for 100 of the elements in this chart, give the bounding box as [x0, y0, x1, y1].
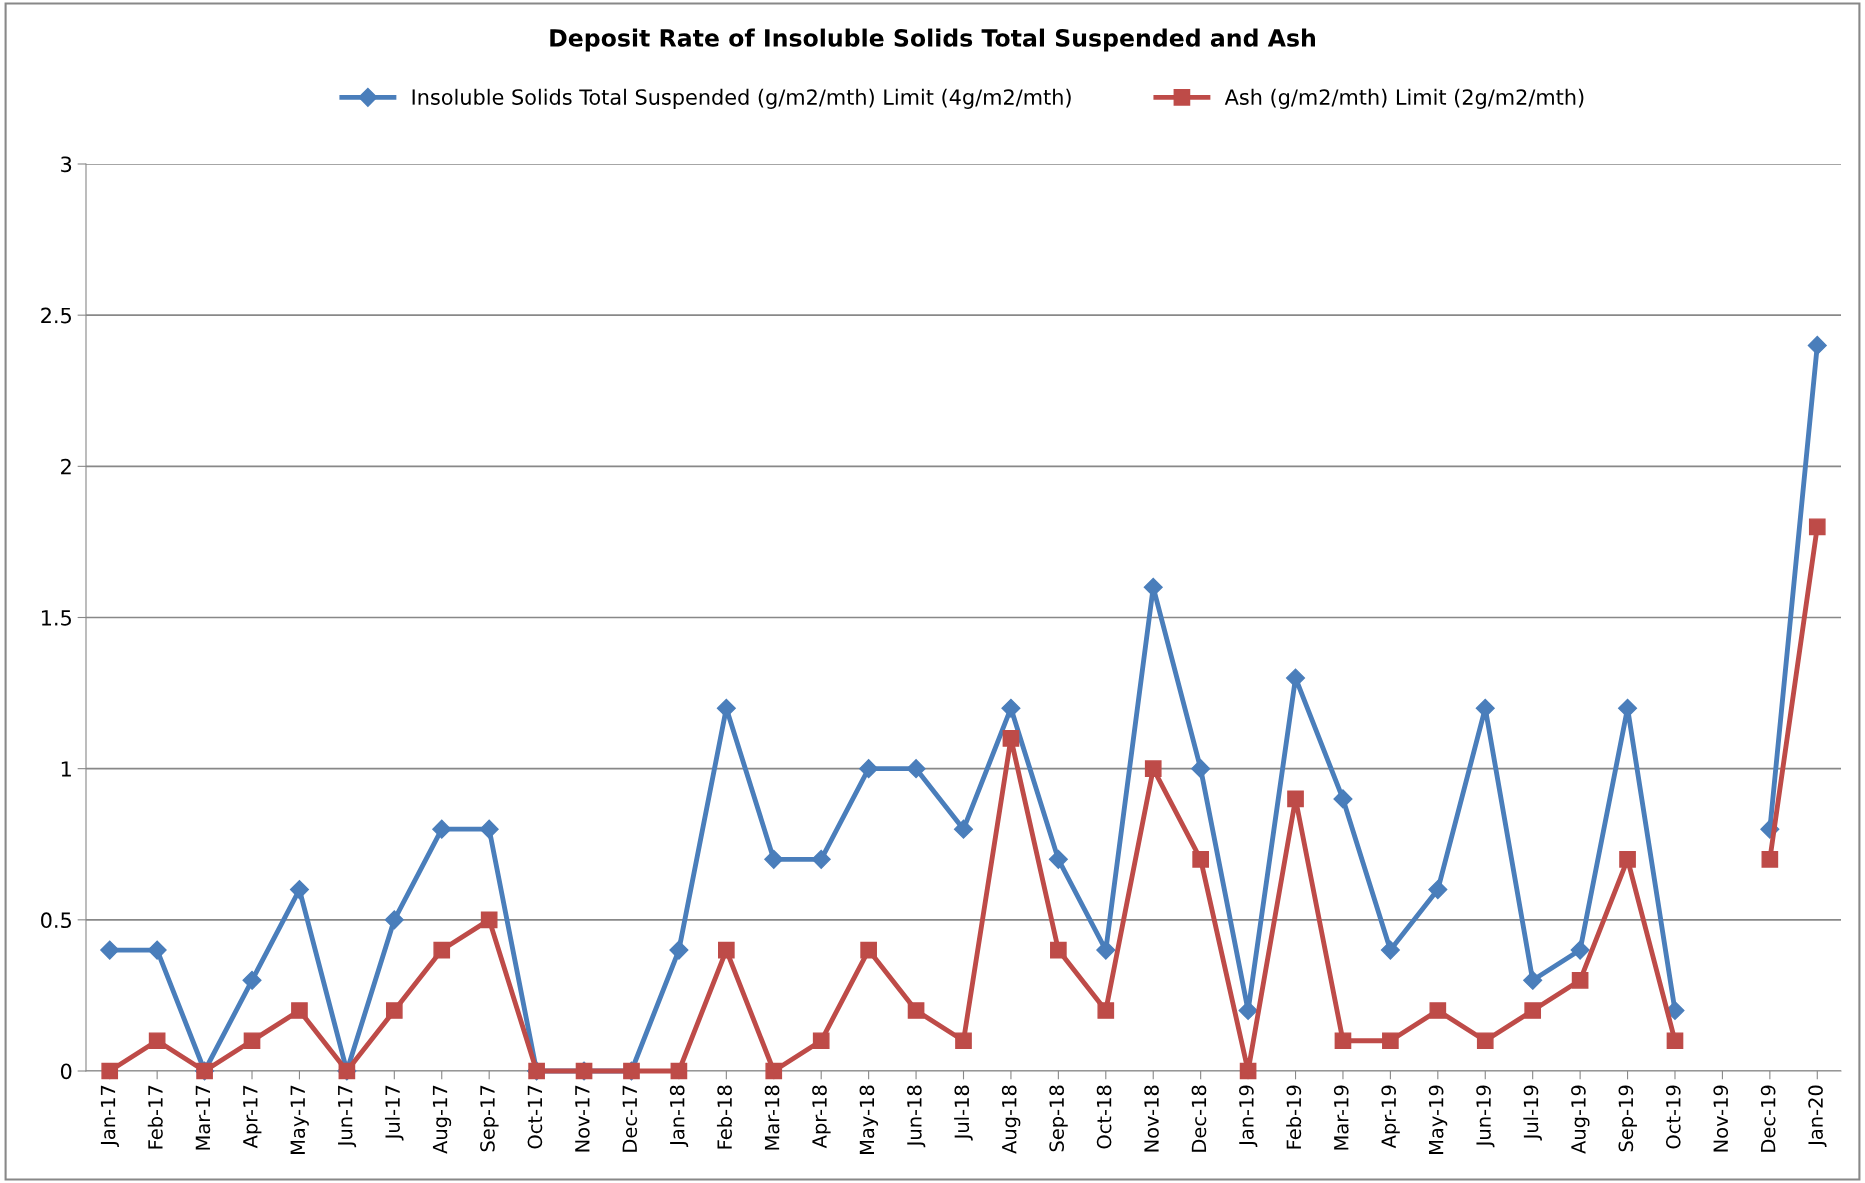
point: [1476, 1032, 1494, 1050]
point: [1333, 789, 1353, 809]
point: [1429, 1002, 1447, 1019]
point: [1287, 790, 1304, 808]
point: [1666, 1032, 1684, 1050]
point: [670, 1062, 688, 1080]
point: [433, 941, 451, 959]
legend-label: Insoluble Solids Total Suspended (g/m2/mth) Limit (4g/m2/mth): [412, 88, 1071, 109]
point: [1334, 1032, 1352, 1050]
x-tick-label: Jul-19: [1523, 1085, 1542, 1141]
point: [1619, 851, 1636, 868]
point: [1761, 851, 1779, 868]
x-tick-label: Dec-17: [622, 1085, 638, 1152]
point: [148, 1032, 166, 1050]
x-tick-label: Dec-18: [1191, 1085, 1207, 1152]
point: [718, 941, 735, 959]
point: [479, 819, 499, 839]
point: [1001, 698, 1021, 718]
x-tick-label: Sep-18: [1049, 1085, 1068, 1152]
x-tick-label: Jun-17: [338, 1085, 357, 1148]
x-tick-label: Apr-17: [243, 1085, 262, 1149]
point: [291, 1002, 308, 1019]
x-tick-label: Jun-19: [1476, 1085, 1495, 1148]
x-tick-label: May-19: [1428, 1085, 1448, 1154]
x-tick-label: Jan-18: [669, 1085, 689, 1147]
x-tick-label: Feb-17: [147, 1085, 163, 1149]
x-tick-label: Jul-17: [384, 1085, 404, 1141]
point: [764, 849, 784, 869]
x-tick-label: May-17: [290, 1085, 309, 1154]
x-tick-label: Mar-18: [764, 1085, 780, 1150]
point: [1285, 668, 1306, 688]
x-tick-label: Oct-18: [1096, 1085, 1112, 1149]
point: [1475, 698, 1495, 718]
point: [1002, 730, 1020, 747]
x-tick-label: Mar-19: [1333, 1085, 1349, 1150]
point: [1570, 940, 1590, 960]
point: [1380, 940, 1400, 960]
x-tick-label: Sep-17: [480, 1085, 499, 1152]
x-tick-label: Jan-20: [1808, 1085, 1827, 1147]
point: [955, 1032, 972, 1050]
point: [860, 941, 877, 959]
point: [669, 940, 689, 960]
point: [1191, 759, 1211, 779]
point: [1524, 1002, 1542, 1019]
x-tick-label: Jun-18: [907, 1085, 926, 1148]
x-tick-label: May-18: [859, 1085, 879, 1154]
point: [289, 880, 309, 900]
point: [384, 910, 404, 930]
y-tick-label: 3: [61, 156, 72, 173]
point: [1523, 970, 1543, 990]
x-tick-label: Aug-18: [1001, 1085, 1021, 1154]
x-tick-label: Oct-17: [527, 1085, 543, 1149]
y-tick-label: 1.5: [41, 610, 71, 626]
x-tick-label: Jan-19: [1239, 1085, 1258, 1147]
point: [432, 819, 452, 839]
point: [100, 940, 120, 960]
point: [1808, 518, 1826, 536]
point: [953, 819, 974, 839]
point: [1192, 851, 1209, 868]
point: [147, 940, 167, 960]
chart-title: Deposit Rate of Insoluble Solids Total Suspended and Ash: [550, 28, 1315, 52]
x-tick-label: Nov-17: [575, 1085, 590, 1152]
x-tick-label: Apr-18: [812, 1085, 831, 1149]
x-tick-label: Aug-17: [432, 1085, 452, 1154]
x-tick-label: Sep-19: [1618, 1085, 1637, 1152]
point: [907, 1002, 925, 1019]
y-tick-label: 2: [61, 458, 71, 475]
x-tick-label: Apr-19: [1381, 1085, 1400, 1149]
x-tick-label: Feb-18: [716, 1085, 732, 1149]
point: [1239, 1062, 1257, 1080]
point: [1144, 760, 1162, 778]
x-tick-label: Jan-17: [100, 1085, 119, 1147]
x-tick-label: Jul-18: [954, 1085, 973, 1141]
x-tick-label: Oct-19: [1665, 1085, 1681, 1149]
point: [859, 759, 879, 779]
x-tick-label: Aug-19: [1571, 1085, 1590, 1154]
point: [243, 1032, 261, 1050]
point: [716, 698, 736, 718]
legend-label: Ash (g/m2/mth) Limit (2g/m2/mth): [1224, 88, 1584, 109]
point: [1097, 1002, 1115, 1019]
point: [101, 1062, 119, 1080]
x-tick-label: Nov-19: [1713, 1085, 1729, 1152]
point: [480, 911, 498, 929]
point: [385, 1002, 403, 1019]
y-tick-label: 0.5: [41, 912, 71, 929]
point: [1428, 880, 1448, 900]
point: [1807, 335, 1827, 355]
point: [242, 970, 262, 990]
point: [1571, 971, 1589, 989]
point: [765, 1062, 783, 1080]
point: [906, 759, 926, 779]
x-tick-label: Nov-18: [1144, 1085, 1159, 1152]
point: [1382, 1032, 1399, 1050]
point: [1096, 940, 1116, 960]
point: [1048, 849, 1068, 869]
y-tick-label: 0: [60, 1063, 72, 1080]
x-tick-label: Dec-19: [1760, 1085, 1776, 1152]
x-tick-label: Feb-19: [1286, 1085, 1302, 1149]
y-tick-label: 1: [61, 761, 71, 777]
point: [1050, 941, 1067, 959]
